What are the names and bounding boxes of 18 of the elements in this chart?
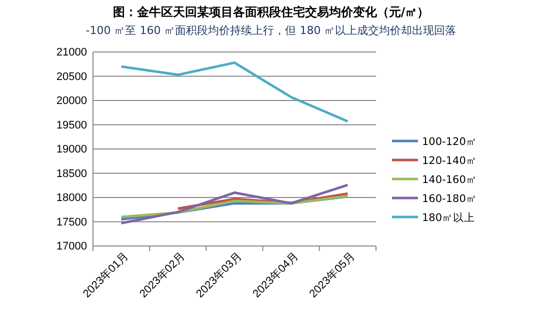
legend-label: 160-180㎡: [422, 193, 477, 205]
legend-label: 120-140㎡: [422, 155, 477, 167]
y-tick-label: 20500: [56, 70, 87, 83]
chart-title: 图：金牛区天回某项目各面积段住宅交易均价变化（元/㎡）: [112, 5, 430, 19]
line-series: [120, 184, 349, 224]
chart-subtitle: -100 ㎡至 160 ㎡面积段均价持续上行，但 180 ㎡以上成交均价却出现回落: [86, 24, 456, 37]
y-tick-label: 21000: [56, 46, 87, 59]
y-tick-label: 17500: [56, 216, 87, 228]
legend-label: 100-120㎡: [422, 136, 477, 148]
y-tick-label: 18500: [56, 168, 87, 180]
y-tick-label: 17000: [56, 240, 87, 253]
legend-label: 180㎡以上: [422, 211, 476, 224]
y-tick-label: 19500: [56, 119, 87, 132]
y-tick-label: 19000: [56, 144, 87, 156]
legend-label: 140-160㎡: [422, 174, 477, 186]
y-tick-label: 18000: [56, 192, 87, 204]
y-tick-label: 20000: [56, 95, 87, 108]
line-series: [120, 61, 349, 123]
